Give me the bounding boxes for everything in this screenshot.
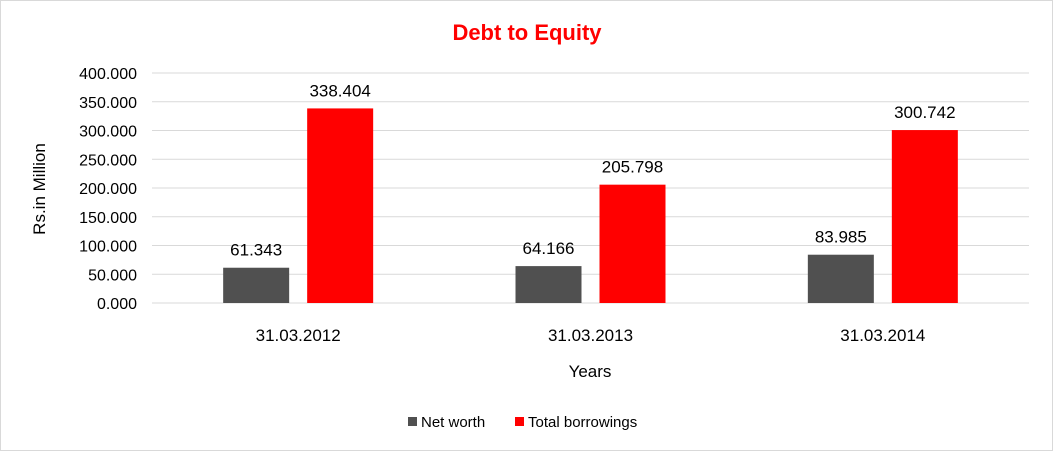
data-label: 64.166 [523, 239, 575, 258]
bar-net-worth [223, 267, 290, 303]
bar-total-borrowings [891, 130, 958, 303]
y-tick-label: 0.000 [97, 296, 137, 313]
legend-swatch [515, 417, 524, 426]
x-category-label: 31.03.2012 [256, 326, 341, 345]
bar-net-worth [807, 254, 874, 303]
x-axis-title: Years [569, 362, 612, 381]
data-label: 300.742 [894, 103, 955, 122]
bar-total-borrowings [599, 184, 666, 303]
y-axis-title: Rs.in Million [30, 143, 49, 235]
bar-total-borrowings [307, 108, 374, 304]
y-tick-label: 200.000 [79, 181, 137, 198]
y-tick-label: 50.000 [88, 267, 137, 284]
y-tick-label: 350.000 [79, 95, 137, 112]
x-category-label: 31.03.2013 [548, 326, 633, 345]
chart-title: Debt to Equity [452, 20, 602, 45]
y-tick-label: 400.000 [79, 66, 137, 83]
legend-label: Total borrowings [528, 414, 637, 431]
legend-label: Net worth [421, 414, 485, 431]
x-category-label: 31.03.2014 [840, 326, 925, 345]
data-labels: 61.343 338.404 64.166 205.798 83.985 300.742 [230, 81, 955, 259]
bars [223, 108, 958, 304]
y-tick-label: 300.000 [79, 124, 137, 141]
bar-net-worth [515, 266, 582, 303]
gridlines [152, 72, 1029, 304]
data-label: 205.798 [602, 158, 663, 177]
data-label: 61.343 [230, 241, 282, 260]
x-axis-categories: 31.03.2012 31.03.2013 31.03.2014 [256, 326, 926, 345]
y-axis-ticks: 0.000 50.000 100.000 150.000 200.000 250.000 3… [79, 66, 137, 313]
data-label: 338.404 [309, 81, 370, 100]
legend: Net worth Total borrowings [408, 414, 637, 431]
y-tick-label: 250.000 [79, 152, 137, 169]
y-tick-label: 150.000 [79, 210, 137, 227]
legend-swatch [408, 417, 417, 426]
data-label: 83.985 [815, 228, 867, 247]
y-tick-label: 100.000 [79, 239, 137, 256]
